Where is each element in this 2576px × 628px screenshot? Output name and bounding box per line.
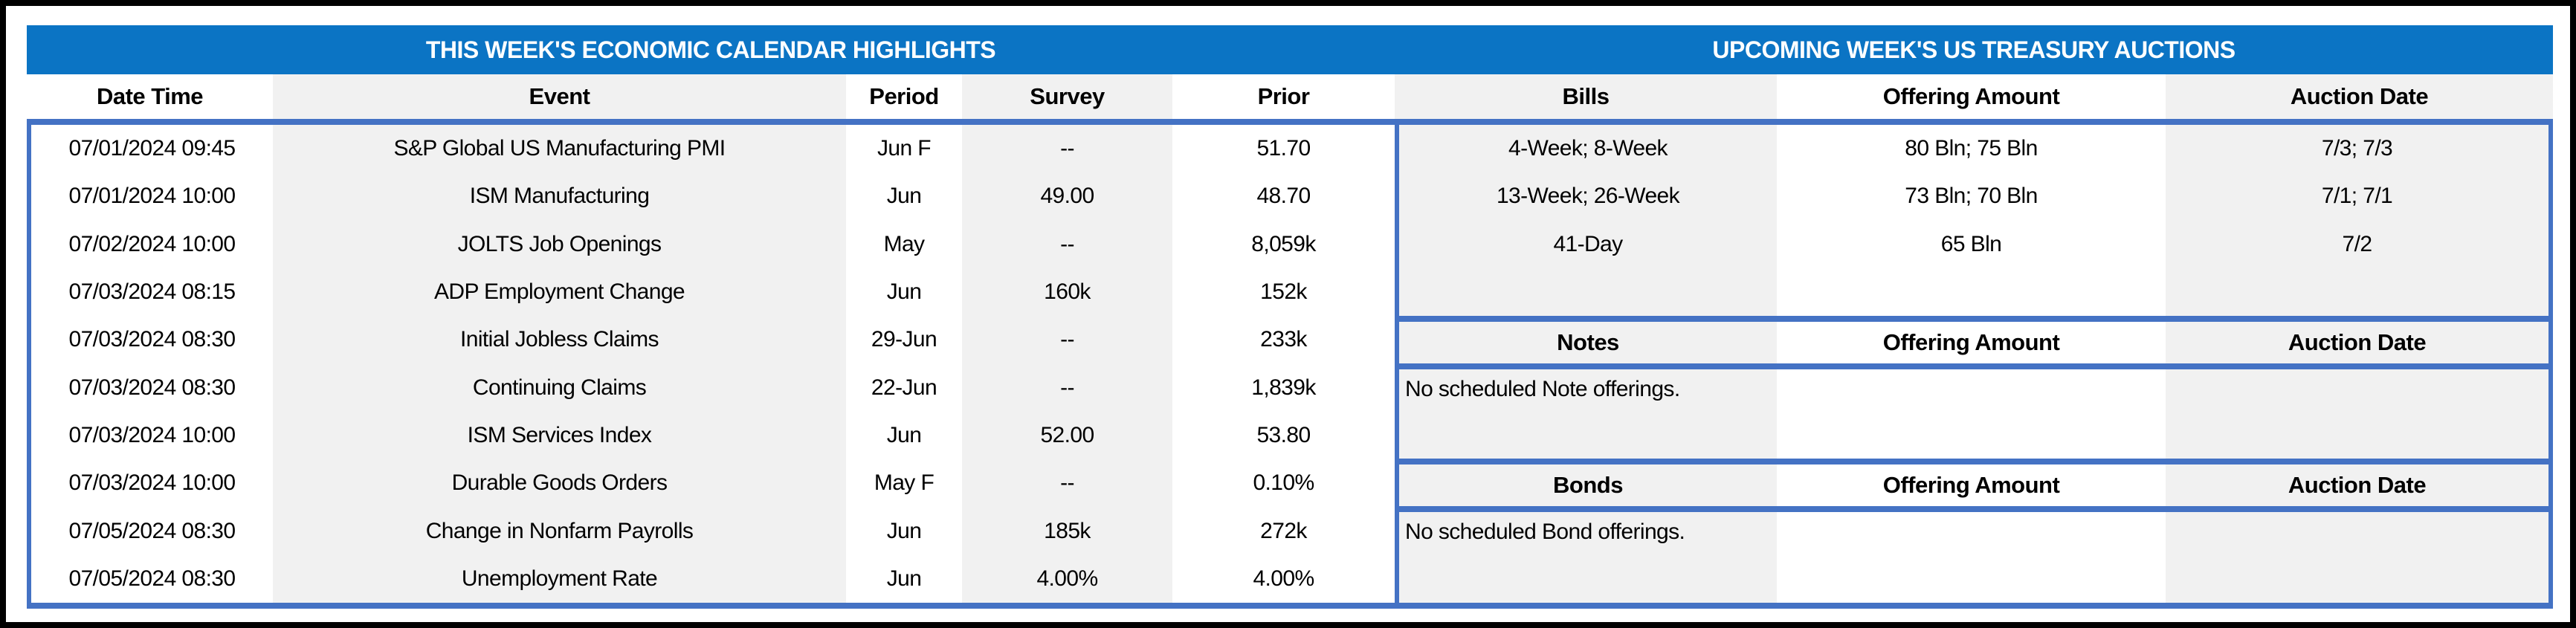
cell-survey: -- — [962, 316, 1172, 364]
cell-prior: 152k — [1172, 268, 1395, 317]
treasury-auctions-title: UPCOMING WEEK'S US TREASURY AUCTIONS — [1712, 36, 2236, 63]
col-header-bills-offering-amount: Offering Amount — [1777, 74, 2166, 119]
cell-prior: 51.70 — [1172, 125, 1395, 173]
bonds-message: No scheduled Bond offerings. — [1399, 512, 1777, 603]
cell-event: JOLTS Job Openings — [273, 220, 846, 268]
cell-offering-amount: 65 Bln — [1777, 220, 2166, 268]
bonds-section: No scheduled Bond offerings. — [1399, 512, 2548, 603]
cell-auction-date: 7/1; 7/1 — [2166, 172, 2548, 221]
cell-period: May — [846, 220, 962, 268]
cell-event: S&P Global US Manufacturing PMI — [273, 125, 846, 173]
cell-period: Jun — [846, 411, 962, 460]
cell-event: Continuing Claims — [273, 363, 846, 412]
col-header-prior: Prior — [1172, 74, 1395, 119]
cell-survey: -- — [962, 459, 1172, 508]
cell-event: ADP Employment Change — [273, 268, 846, 317]
auctions-table-body: 4-Week; 8-Week 80 Bln; 75 Bln 7/3; 7/3 1… — [1395, 125, 2553, 603]
cell-prior: 53.80 — [1172, 411, 1395, 460]
cell-date-time: 07/05/2024 08:30 — [31, 554, 273, 603]
cell-period: Jun — [846, 554, 962, 603]
cell-date-time: 07/02/2024 10:00 — [31, 220, 273, 268]
cell-event: ISM Manufacturing — [273, 172, 846, 221]
cell-period: May F — [846, 459, 962, 508]
cell-prior: 4.00% — [1172, 554, 1395, 603]
cell-bills: 13-Week; 26-Week — [1399, 172, 1777, 221]
title-band: THIS WEEK'S ECONOMIC CALENDAR HIGHLIGHTS… — [27, 25, 2553, 74]
cell-survey: -- — [962, 125, 1172, 173]
col-header-bills: Bills — [1395, 74, 1777, 119]
bills-section: 4-Week; 8-Week 80 Bln; 75 Bln 7/3; 7/3 1… — [1399, 125, 2548, 317]
cell-prior: 272k — [1172, 507, 1395, 555]
col-header-notes-offering-amount: Offering Amount — [1777, 322, 2166, 363]
cell-offering-amount — [1777, 512, 2166, 603]
cell-auction-date — [2166, 512, 2548, 603]
cell-survey: 49.00 — [962, 172, 1172, 221]
col-header-bonds: Bonds — [1399, 464, 1777, 506]
cell-survey: 185k — [962, 507, 1172, 555]
cell-auction-date: 7/2 — [2166, 220, 2548, 268]
cell-date-time: 07/03/2024 10:00 — [31, 459, 273, 508]
cell-offering-amount — [1777, 369, 2166, 459]
col-header-bonds-offering-amount: Offering Amount — [1777, 464, 2166, 506]
cell-offering-amount: 73 Bln; 70 Bln — [1777, 172, 2166, 221]
economic-calendar-title: THIS WEEK'S ECONOMIC CALENDAR HIGHLIGHTS — [425, 36, 996, 63]
cell-period: Jun F — [846, 125, 962, 173]
cell-bills: 4-Week; 8-Week — [1399, 125, 1777, 173]
cell-survey: 160k — [962, 268, 1172, 317]
cell-event: Durable Goods Orders — [273, 459, 846, 508]
cell-auction-date — [2166, 369, 2548, 459]
cell-date-time: 07/03/2024 10:00 — [31, 411, 273, 460]
col-header-notes-auction-date: Auction Date — [2166, 322, 2548, 363]
cell-date-time: 07/01/2024 09:45 — [31, 125, 273, 173]
notes-section: No scheduled Note offerings. — [1399, 369, 2548, 459]
cell-date-time: 07/03/2024 08:15 — [31, 268, 273, 317]
cell-event: Unemployment Rate — [273, 554, 846, 603]
cell-survey: 4.00% — [962, 554, 1172, 603]
bonds-header-row: Bonds Offering Amount Auction Date — [1399, 459, 2548, 512]
cell-period: 29-Jun — [846, 316, 962, 364]
col-header-date-time: Date Time — [27, 74, 273, 119]
cell-date-time: 07/01/2024 10:00 — [31, 172, 273, 221]
cell-period: 22-Jun — [846, 363, 962, 412]
cell-prior: 1,839k — [1172, 363, 1395, 412]
cell-period: Jun — [846, 268, 962, 317]
cell-offering-amount — [1777, 268, 2166, 317]
notes-message: No scheduled Note offerings. — [1399, 369, 1777, 459]
cell-prior: 233k — [1172, 316, 1395, 364]
col-header-notes: Notes — [1399, 322, 1777, 363]
notes-header-row: Notes Offering Amount Auction Date — [1399, 316, 2548, 369]
cell-auction-date — [2166, 268, 2548, 317]
cell-prior: 48.70 — [1172, 172, 1395, 221]
cell-date-time: 07/03/2024 08:30 — [31, 316, 273, 364]
cell-event: Change in Nonfarm Payrolls — [273, 507, 846, 555]
bills-header-row: Bills Offering Amount Auction Date — [1395, 74, 2553, 119]
col-header-bills-auction-date: Auction Date — [2166, 74, 2553, 119]
cell-prior: 8,059k — [1172, 220, 1395, 268]
cell-survey: -- — [962, 363, 1172, 412]
cell-bills: 41-Day — [1399, 220, 1777, 268]
cell-date-time: 07/03/2024 08:30 — [31, 363, 273, 412]
col-header-survey: Survey — [962, 74, 1172, 119]
cell-survey: -- — [962, 220, 1172, 268]
cell-period: Jun — [846, 172, 962, 221]
cell-offering-amount: 80 Bln; 75 Bln — [1777, 125, 2166, 173]
col-header-event: Event — [273, 74, 846, 119]
cell-auction-date: 7/3; 7/3 — [2166, 125, 2548, 173]
table-bottom-border — [27, 603, 2553, 609]
cell-event: Initial Jobless Claims — [273, 316, 846, 364]
calendar-table-body: 07/01/2024 09:45 S&P Global US Manufactu… — [27, 125, 1395, 603]
col-header-bonds-auction-date: Auction Date — [2166, 464, 2548, 506]
cell-period: Jun — [846, 507, 962, 555]
cell-bills — [1399, 268, 1777, 317]
header-underline — [27, 119, 2553, 125]
cell-survey: 52.00 — [962, 411, 1172, 460]
cell-event: ISM Services Index — [273, 411, 846, 460]
cell-date-time: 07/05/2024 08:30 — [31, 507, 273, 555]
calendar-header-row: Date Time Event Period Survey Prior — [27, 74, 1395, 119]
col-header-period: Period — [846, 74, 962, 119]
cell-prior: 0.10% — [1172, 459, 1395, 508]
